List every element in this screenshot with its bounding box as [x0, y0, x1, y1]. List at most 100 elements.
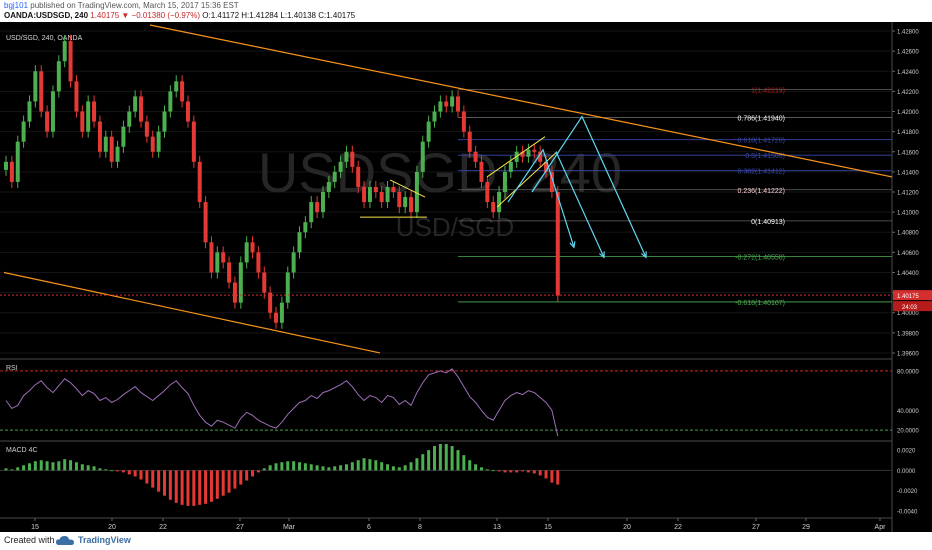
last-price-badge	[893, 290, 932, 301]
candle-body	[438, 101, 443, 112]
time-tick-label: 6	[367, 524, 371, 531]
macd-bar	[133, 470, 137, 477]
macd-bar	[521, 470, 525, 472]
author-link[interactable]: bgj101	[4, 1, 29, 10]
candle-body	[156, 131, 161, 152]
candle-body	[526, 149, 531, 157]
time-tick-label: Mar	[283, 524, 296, 531]
price-axis[interactable]: 1.42800 1.42600 1.42400 1.42200 1.42000 1.418…	[0, 30, 932, 358]
macd-bar	[168, 470, 172, 500]
macd-bar	[491, 470, 495, 472]
candle-body	[274, 312, 279, 323]
macd-bar	[180, 470, 184, 505]
macd-bar	[22, 465, 26, 471]
macd-bar	[350, 462, 354, 471]
macd-bar	[356, 460, 360, 471]
macd-tick-label: 0.0020	[897, 449, 916, 455]
rsi-label: RSI	[6, 365, 18, 372]
chart-area[interactable]: USD/SGD, 240, OANDA USDSGD, 240 USD/SGD …	[0, 22, 932, 532]
candle-body	[379, 192, 384, 203]
price-tick-label: 1.41400	[897, 170, 919, 176]
candle-body	[467, 131, 472, 152]
macd-tick-label: 0.0000	[897, 469, 916, 475]
ohlc-values: O:1.41172 H:1.41284 L:1.40138 C:1.40175	[202, 11, 356, 20]
macd-panel[interactable]: MACD 4C 0.0020 0.0000 -0.0020 -0.0040	[0, 444, 918, 515]
macd-bar	[209, 470, 213, 502]
macd-tick-label: -0.0040	[897, 509, 918, 515]
macd-bar	[315, 465, 319, 471]
symbol-label: OANDA:USDSGD, 240	[4, 11, 89, 20]
fib-label: 0.236(1.41222)	[738, 188, 785, 195]
candle-body	[133, 96, 138, 112]
candle-body	[221, 252, 226, 263]
watermark-symbol: USDSGD, 240	[258, 141, 622, 204]
candle-body	[250, 242, 255, 253]
price-tick-label: 1.40600	[897, 251, 919, 257]
tradingview-brand[interactable]: TradingView	[78, 535, 131, 545]
macd-bar	[298, 462, 301, 471]
candle-body	[414, 171, 419, 213]
candle-body	[538, 151, 543, 162]
macd-bar	[139, 470, 143, 480]
footer: Created with TradingView	[0, 532, 932, 550]
fib-label: -0.272(1.40558)	[735, 255, 785, 262]
created-with-label: Created with	[4, 535, 55, 545]
candle-body	[403, 197, 408, 208]
macd-bar	[227, 470, 231, 493]
candle-body	[508, 161, 513, 172]
pattern-line	[389, 179, 426, 198]
candle-body	[450, 96, 455, 107]
rsi-panel[interactable]: RSI 80.0000 40.0000 20.0000	[0, 365, 919, 437]
candle-body	[432, 111, 437, 122]
macd-bar	[121, 470, 125, 473]
fib-label: 0(1.40913)	[751, 219, 785, 226]
macd-bar	[462, 455, 466, 471]
macd-bar	[262, 468, 266, 471]
macd-bar	[174, 470, 178, 503]
time-tick-label: 15	[31, 524, 39, 531]
candle-body	[497, 192, 502, 213]
rsi-line	[5, 368, 559, 437]
time-axis[interactable]: 15 20 22 27 Mar 6 8 13 15 20 22 27 29 Apr	[31, 518, 886, 531]
chart-title: USD/SGD, 240, OANDA	[6, 35, 83, 42]
time-tick-label: 20	[623, 524, 631, 531]
candle-body	[185, 101, 190, 122]
candle-body	[344, 151, 349, 162]
drawings[interactable]	[3, 24, 893, 354]
macd-bar	[427, 450, 431, 471]
pattern-line	[486, 136, 546, 178]
macd-bar	[444, 444, 448, 471]
fibonacci-levels[interactable]: 1(1.42219) 0.786(1.41940) 0.618(1.41720) 0.…	[458, 87, 892, 307]
candle-body	[33, 71, 38, 102]
lower-trendline	[3, 271, 381, 354]
macd-bar	[198, 470, 202, 505]
countdown-label: 24:03	[902, 305, 918, 311]
candle-body	[320, 192, 325, 213]
macd-bar	[245, 470, 249, 481]
macd-bar	[268, 465, 272, 471]
macd-bar	[280, 462, 284, 471]
price-tick-label: 1.39600	[897, 351, 919, 357]
candle-body	[191, 121, 196, 162]
macd-bar	[16, 467, 20, 471]
macd-bar	[110, 470, 114, 472]
candle-body	[461, 111, 466, 132]
macd-bar	[286, 461, 290, 471]
macd-bar	[292, 461, 296, 471]
price-tick-label: 1.41000	[897, 211, 919, 217]
macd-bar	[409, 462, 413, 471]
candle-body	[103, 136, 108, 152]
macd-bar	[251, 470, 255, 477]
candle-body	[86, 101, 91, 132]
candle-body	[139, 96, 144, 122]
fib-label: 1(1.42219)	[751, 87, 785, 94]
time-tick-label: 22	[674, 524, 682, 531]
candle-body	[227, 262, 232, 283]
time-tick-label: 27	[752, 524, 760, 531]
candle-body	[367, 186, 372, 203]
candle-body	[197, 161, 202, 203]
macd-bar	[544, 470, 548, 479]
macd-bar	[368, 459, 372, 471]
chart-canvas[interactable]: USD/SGD, 240, OANDA USDSGD, 240 USD/SGD …	[0, 22, 932, 532]
time-tick-label: 8	[418, 524, 422, 531]
